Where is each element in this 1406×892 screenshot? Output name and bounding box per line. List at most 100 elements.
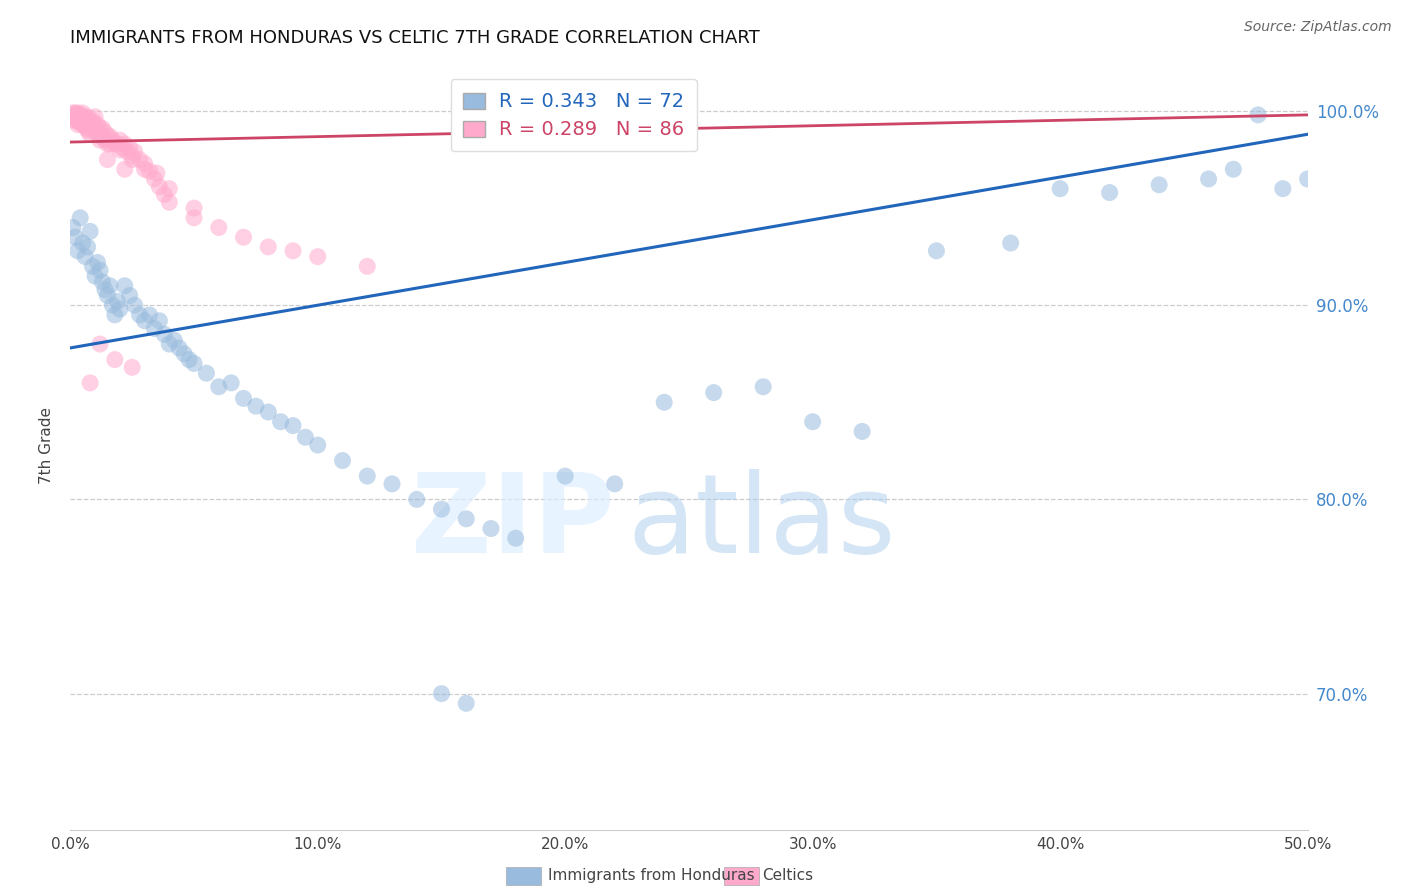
Point [98, 129, 121, 144]
Point [138, 308, 160, 322]
Point [177, 352, 200, 367]
Point [138, 164, 160, 178]
Point [163, 333, 186, 347]
Point [603, 476, 626, 491]
Point [148, 179, 170, 194]
Point [69, 112, 91, 126]
Point [96, 288, 118, 302]
Point [108, 133, 131, 147]
Point [381, 476, 404, 491]
Point [82, 113, 104, 128]
Point [91, 275, 114, 289]
Point [294, 430, 316, 444]
Point [801, 415, 824, 429]
Point [281, 244, 304, 258]
Point [96, 129, 118, 144]
Point [430, 502, 453, 516]
Point [91, 129, 114, 144]
Point [76, 113, 98, 128]
Point [430, 687, 453, 701]
Point [105, 136, 128, 151]
Point [134, 314, 156, 328]
Point [69, 112, 91, 126]
Point [1271, 182, 1294, 196]
Text: atlas: atlas [627, 469, 896, 576]
Point [257, 240, 280, 254]
Point [104, 136, 127, 151]
Point [75, 120, 97, 134]
Point [96, 153, 118, 167]
Point [121, 149, 143, 163]
Point [89, 129, 111, 144]
Point [66, 244, 89, 258]
Point [118, 288, 141, 302]
Point [208, 380, 231, 394]
Point [72, 110, 94, 124]
Point [219, 376, 242, 390]
Point [752, 380, 775, 394]
Point [69, 211, 91, 225]
Point [65, 230, 87, 244]
Point [79, 118, 101, 132]
Point [75, 118, 97, 132]
Point [66, 106, 89, 120]
Point [114, 162, 136, 177]
Point [456, 512, 478, 526]
Point [98, 278, 121, 293]
Point [72, 115, 94, 129]
Point [124, 145, 146, 159]
Point [72, 106, 94, 120]
Point [1147, 178, 1170, 192]
Point [195, 366, 218, 380]
Point [153, 327, 176, 342]
Point [108, 302, 131, 317]
Point [851, 425, 873, 439]
Point [1247, 108, 1270, 122]
Point [157, 182, 180, 196]
Point [232, 230, 254, 244]
Text: Immigrants from Honduras: Immigrants from Honduras [548, 869, 755, 883]
Point [76, 240, 98, 254]
Point [79, 113, 101, 128]
Point [89, 263, 111, 277]
Point [307, 438, 329, 452]
Point [79, 128, 101, 142]
Point [281, 418, 304, 433]
Point [245, 399, 267, 413]
Point [232, 392, 254, 406]
Point [405, 492, 427, 507]
Point [505, 531, 527, 545]
Point [75, 113, 97, 128]
Point [65, 113, 87, 128]
Point [183, 211, 205, 225]
Point [134, 162, 156, 177]
Point [79, 376, 101, 390]
Point [94, 283, 117, 297]
Point [76, 121, 98, 136]
Point [84, 110, 107, 124]
Point [114, 278, 136, 293]
Point [76, 110, 98, 124]
Point [1222, 162, 1244, 177]
Point [270, 415, 292, 429]
Point [65, 108, 87, 122]
Point [1000, 235, 1022, 250]
Point [72, 235, 94, 250]
Point [148, 314, 170, 328]
Point [66, 113, 89, 128]
Point [65, 106, 87, 120]
Point [79, 224, 101, 238]
Point [84, 268, 107, 283]
Point [94, 125, 117, 139]
Point [1098, 186, 1121, 200]
Point [69, 115, 91, 129]
Point [111, 141, 134, 155]
Point [134, 156, 156, 170]
Point [157, 195, 180, 210]
Point [84, 125, 107, 139]
Point [118, 141, 141, 155]
Point [356, 469, 378, 483]
Point [356, 260, 378, 274]
Point [307, 250, 329, 264]
Point [456, 696, 478, 710]
